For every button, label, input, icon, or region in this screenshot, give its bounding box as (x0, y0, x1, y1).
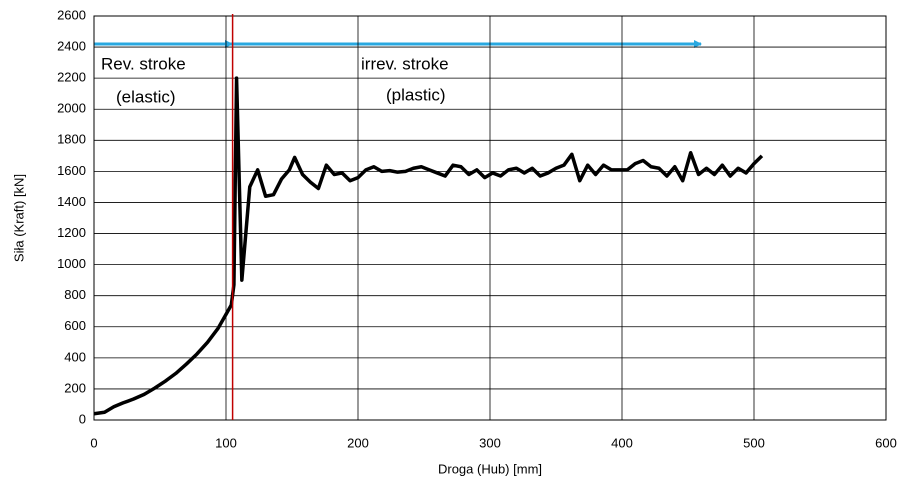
x-tick-label: 0 (90, 435, 97, 450)
y-tick-label: 1000 (57, 256, 86, 271)
annotation: (plastic) (386, 85, 446, 104)
x-tick-label: 100 (215, 435, 237, 450)
x-tick-label: 600 (875, 435, 897, 450)
y-tick-label: 800 (64, 287, 86, 302)
y-tick-label: 200 (64, 380, 86, 395)
y-tick-label: 1200 (57, 225, 86, 240)
y-tick-label: 0 (79, 411, 86, 426)
y-tick-label: 600 (64, 318, 86, 333)
y-tick-label: 1600 (57, 163, 86, 178)
y-tick-label: 400 (64, 349, 86, 364)
annotation: irrev. stroke (361, 54, 449, 73)
y-tick-label: 2000 (57, 101, 86, 116)
x-tick-label: 200 (347, 435, 369, 450)
annotation: (elastic) (116, 87, 176, 106)
y-tick-label: 1800 (57, 132, 86, 147)
y-tick-label: 2200 (57, 70, 86, 85)
annotation: Rev. stroke (101, 54, 186, 73)
x-axis-label: Droga (Hub) [mm] (438, 461, 542, 476)
y-tick-label: 2600 (57, 7, 86, 22)
y-tick-label: 1400 (57, 194, 86, 209)
y-tick-label: 2400 (57, 39, 86, 54)
x-tick-label: 400 (611, 435, 633, 450)
y-axis-label: Siła (Kraft) [kN] (11, 174, 26, 262)
plot-frame (93, 15, 887, 421)
x-tick-label: 300 (479, 435, 501, 450)
x-tick-label: 500 (743, 435, 765, 450)
data-line (93, 76, 764, 416)
